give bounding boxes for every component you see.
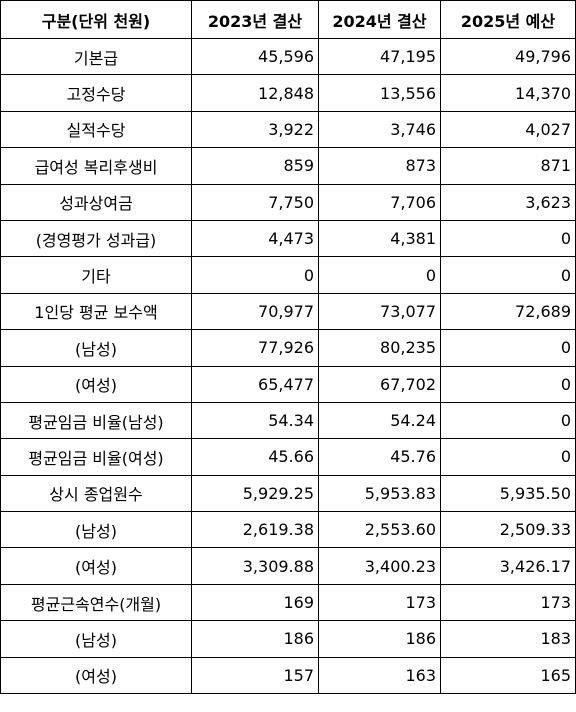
cell-2025: 49,796 [440, 37, 576, 76]
cell-2025: 173 [440, 583, 576, 622]
row-label: 1인당 평균 보수액 [0, 292, 192, 331]
table-row: 성과상여금 7,750 7,706 3,623 [0, 183, 576, 221]
cell-2025: 0 [440, 438, 576, 476]
cell-2024: 186 [318, 620, 441, 658]
cell-2025: 5,935.50 [440, 474, 576, 513]
cell-2025: 3,426.17 [440, 547, 576, 585]
cell-2024: 7,706 [318, 183, 441, 221]
cell-2024: 45.76 [318, 438, 441, 476]
cell-2023: 45.66 [191, 438, 319, 476]
row-label: 기타 [0, 256, 192, 294]
table-row: 1인당 평균 보수액 70,977 73,077 72,689 [0, 292, 576, 331]
header-2024: 2024년 결산 [318, 0, 441, 39]
cell-2025: 2,509.33 [440, 511, 576, 549]
cell-2023: 70,977 [191, 292, 319, 331]
row-label: 성과상여금 [0, 183, 192, 221]
cell-2023: 3,309.88 [191, 547, 319, 585]
table-row: 평균임금 비율(여성) 45.66 45.76 0 [0, 438, 576, 476]
cell-2023: 4,473 [191, 219, 319, 258]
cell-2025: 4,027 [440, 110, 576, 149]
cell-2023: 7,750 [191, 183, 319, 221]
row-label: (여성) [0, 365, 192, 403]
row-label: 실적수당 [0, 110, 192, 149]
cell-2024: 0 [318, 256, 441, 294]
cell-2025: 14,370 [440, 74, 576, 112]
cell-2023: 54.34 [191, 401, 319, 440]
cell-2024: 5,953.83 [318, 474, 441, 513]
cell-2024: 73,077 [318, 292, 441, 331]
row-label: (남성) [0, 620, 192, 658]
cell-2023: 0 [191, 256, 319, 294]
header-category: 구분(단위 천원) [0, 0, 192, 39]
cell-2023: 157 [191, 656, 319, 695]
cell-2025: 3,623 [440, 183, 576, 221]
table-row: (여성) 157 163 165 [0, 656, 576, 695]
table-row: (여성) 65,477 67,702 0 [0, 365, 576, 403]
row-label: 상시 종업원수 [0, 474, 192, 513]
cell-2024: 3,400.23 [318, 547, 441, 585]
row-label: 평균근속연수(개월) [0, 583, 192, 622]
cell-2023: 859 [191, 147, 319, 185]
row-label: (경영평가 성과급) [0, 219, 192, 258]
header-2023: 2023년 결산 [191, 0, 319, 39]
cell-2025: 871 [440, 147, 576, 185]
cell-2023: 186 [191, 620, 319, 658]
cell-2024: 2,553.60 [318, 511, 441, 549]
table-row: (남성) 2,619.38 2,553.60 2,509.33 [0, 511, 576, 549]
cell-2025: 183 [440, 620, 576, 658]
table-row: 상시 종업원수 5,929.25 5,953.83 5,935.50 [0, 474, 576, 513]
table-row: (여성) 3,309.88 3,400.23 3,426.17 [0, 547, 576, 585]
cell-2025: 0 [440, 256, 576, 294]
cell-2023: 12,848 [191, 74, 319, 112]
cell-2025: 0 [440, 219, 576, 258]
cell-2024: 4,381 [318, 219, 441, 258]
table-row: 평균근속연수(개월) 169 173 173 [0, 583, 576, 622]
table-row: 기본급 45,596 47,195 49,796 [0, 37, 576, 76]
row-label: (여성) [0, 547, 192, 585]
table-row: 고정수당 12,848 13,556 14,370 [0, 74, 576, 112]
row-label: (여성) [0, 656, 192, 695]
header-row: 구분(단위 천원) 2023년 결산 2024년 결산 2025년 예산 [0, 0, 576, 39]
cell-2023: 5,929.25 [191, 474, 319, 513]
cell-2023: 2,619.38 [191, 511, 319, 549]
cell-2023: 77,926 [191, 329, 319, 367]
cell-2023: 45,596 [191, 37, 319, 76]
cell-2025: 165 [440, 656, 576, 695]
compensation-table: 구분(단위 천원) 2023년 결산 2024년 결산 2025년 예산 기본급… [0, 0, 576, 695]
table-row: 평균임금 비율(남성) 54.34 54.24 0 [0, 401, 576, 440]
table-row: 기타 0 0 0 [0, 256, 576, 294]
table-row: (경영평가 성과급) 4,473 4,381 0 [0, 219, 576, 258]
row-label: (남성) [0, 511, 192, 549]
cell-2024: 54.24 [318, 401, 441, 440]
cell-2024: 173 [318, 583, 441, 622]
row-label: 고정수당 [0, 74, 192, 112]
cell-2023: 3,922 [191, 110, 319, 149]
table-row: (남성) 77,926 80,235 0 [0, 329, 576, 367]
table-row: 급여성 복리후생비 859 873 871 [0, 147, 576, 185]
cell-2025: 0 [440, 365, 576, 403]
cell-2024: 13,556 [318, 74, 441, 112]
row-label: 평균임금 비율(여성) [0, 438, 192, 476]
cell-2023: 169 [191, 583, 319, 622]
cell-2024: 47,195 [318, 37, 441, 76]
cell-2025: 0 [440, 401, 576, 440]
cell-2024: 163 [318, 656, 441, 695]
cell-2025: 0 [440, 329, 576, 367]
cell-2024: 3,746 [318, 110, 441, 149]
cell-2024: 80,235 [318, 329, 441, 367]
cell-2023: 65,477 [191, 365, 319, 403]
table-row: 실적수당 3,922 3,746 4,027 [0, 110, 576, 149]
table-row: (남성) 186 186 183 [0, 620, 576, 658]
cell-2024: 67,702 [318, 365, 441, 403]
cell-2024: 873 [318, 147, 441, 185]
row-label: 기본급 [0, 37, 192, 76]
row-label: 평균임금 비율(남성) [0, 401, 192, 440]
row-label: 급여성 복리후생비 [0, 147, 192, 185]
header-2025: 2025년 예산 [440, 0, 576, 39]
row-label: (남성) [0, 329, 192, 367]
cell-2025: 72,689 [440, 292, 576, 331]
